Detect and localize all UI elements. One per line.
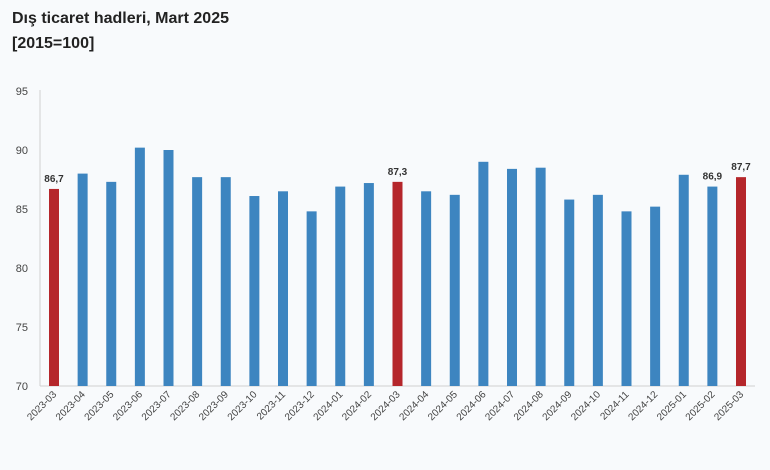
bar-2023-03 bbox=[49, 188, 59, 386]
y-tick-label: 80 bbox=[16, 263, 28, 275]
y-tick-label: 95 bbox=[16, 86, 28, 98]
x-tick-label: 2023-08 bbox=[169, 389, 203, 423]
bar-2023-06 bbox=[134, 147, 145, 386]
bar-2023-11 bbox=[278, 191, 288, 386]
x-tick-label: 2023-04 bbox=[54, 389, 88, 423]
data-label: 86,7 bbox=[44, 174, 64, 185]
bar-2024-06 bbox=[478, 161, 489, 386]
data-label: 87,7 bbox=[731, 162, 751, 173]
x-tick-label: 2023-05 bbox=[83, 389, 117, 423]
bar-2024-04 bbox=[421, 191, 432, 386]
x-tick-label: 2024-04 bbox=[398, 389, 432, 423]
data-label: 87,3 bbox=[388, 167, 408, 178]
bar-2023-07 bbox=[163, 150, 174, 386]
bar-2024-05 bbox=[449, 194, 460, 386]
bar-2024-07 bbox=[507, 168, 517, 386]
bar-2024-01 bbox=[335, 186, 346, 386]
data-label: 86,9 bbox=[703, 172, 723, 183]
x-tick-label: 2024-02 bbox=[340, 389, 374, 423]
chart-subtitle: [2015=100] bbox=[12, 35, 95, 52]
x-tick-label: 2023-03 bbox=[25, 389, 59, 423]
x-tick-label: 2025-02 bbox=[684, 389, 718, 423]
chart-title: Dış ticaret hadleri, Mart 2025 bbox=[12, 10, 229, 27]
x-tick-label: 2024-06 bbox=[455, 389, 489, 423]
x-tick-label: 2024-05 bbox=[426, 389, 460, 423]
x-tick-label: 2024-08 bbox=[512, 389, 546, 423]
y-tick-label: 90 bbox=[16, 145, 28, 157]
x-tick-label: 2024-11 bbox=[598, 389, 632, 423]
x-tick-label: 2023-07 bbox=[140, 389, 174, 423]
bar-2024-10 bbox=[592, 194, 603, 386]
bar-2023-05 bbox=[106, 181, 117, 386]
x-tick-label: 2024-01 bbox=[312, 389, 346, 423]
bar-2024-03 bbox=[392, 181, 403, 386]
bar-2023-12 bbox=[306, 211, 317, 386]
x-tick-label: 2025-03 bbox=[712, 389, 746, 423]
bar-2023-04 bbox=[77, 173, 88, 386]
x-tick-label: 2023-12 bbox=[283, 389, 317, 423]
bar-2024-12 bbox=[650, 206, 661, 386]
x-tick-label: 2023-10 bbox=[226, 389, 260, 423]
y-tick-label: 70 bbox=[16, 381, 28, 393]
y-tick-label: 85 bbox=[16, 204, 28, 216]
x-tick-label: 2024-03 bbox=[369, 389, 403, 423]
x-tick-label: 2023-06 bbox=[111, 389, 145, 423]
bar-2023-08 bbox=[192, 177, 203, 386]
bar-2024-11 bbox=[621, 211, 632, 386]
x-tick-label: 2024-09 bbox=[541, 389, 575, 423]
bar-2024-02 bbox=[363, 183, 374, 386]
x-tick-label: 2025-01 bbox=[655, 389, 689, 423]
bar-2023-10 bbox=[249, 196, 260, 386]
x-tick-label: 2024-10 bbox=[569, 389, 603, 423]
x-tick-label: 2023-09 bbox=[197, 389, 231, 423]
y-tick-label: 75 bbox=[16, 322, 28, 334]
bar-2024-09 bbox=[564, 199, 575, 386]
bar-2024-08 bbox=[535, 167, 546, 386]
bar-2025-02 bbox=[707, 186, 718, 386]
bar-2025-03 bbox=[736, 177, 746, 386]
bar-2023-09 bbox=[220, 177, 231, 386]
x-tick-label: 2024-12 bbox=[627, 389, 661, 423]
x-tick-label: 2024-07 bbox=[483, 389, 517, 423]
x-tick-label: 2023-11 bbox=[255, 389, 289, 423]
bar-2025-01 bbox=[678, 174, 689, 386]
